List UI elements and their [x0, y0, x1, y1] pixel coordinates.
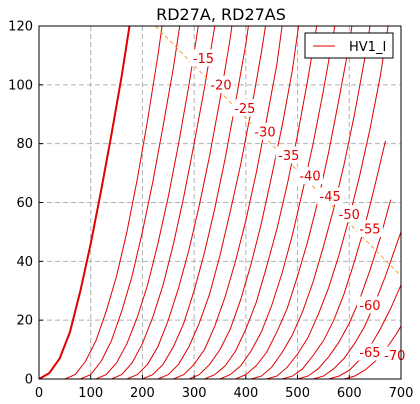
curve-grid-0 [39, 26, 131, 379]
curve-label: -20 [210, 78, 231, 93]
curve-label-background [356, 296, 383, 314]
curve-grid-minus-70 [266, 26, 389, 379]
curve-grid-minus-15 [95, 26, 199, 379]
x-tick-label: 500 [285, 386, 310, 401]
curve-label: -40 [299, 170, 320, 185]
curve-label-background [356, 343, 383, 361]
curve-grid-minus-55 [219, 26, 336, 379]
curve-grid-minus-80 [297, 199, 392, 379]
curve-label-background [190, 49, 217, 67]
curve-label: -30 [254, 125, 275, 140]
curve-label-background [251, 122, 278, 140]
x-tick-label: 300 [182, 386, 207, 401]
curve-label-background [296, 167, 323, 185]
x-tick-label: 700 [389, 386, 414, 401]
y-tick-label: 80 [16, 137, 33, 152]
curve-grid-minus-30 [142, 26, 249, 379]
y-tick-label: 100 [8, 78, 33, 93]
curve-grid-minus-20 [111, 26, 216, 379]
curve-grid-minus-60 [235, 26, 353, 379]
curve-grid-minus-95 [343, 325, 401, 379]
curve-label-background [208, 75, 235, 93]
plate-curves [39, 26, 401, 379]
y-tick-label: 60 [16, 196, 33, 211]
y-tick-label: 0 [25, 373, 33, 388]
curve-label: -25 [234, 102, 255, 117]
curve-grid-minus-10 [80, 26, 181, 379]
curve-label: -50 [339, 208, 360, 223]
curve-label: -60 [359, 299, 380, 314]
x-tick-label: 600 [337, 386, 362, 401]
y-tick-label: 40 [16, 255, 33, 270]
legend: HV1_I [304, 32, 394, 59]
curve-grid-minus-75 [281, 140, 386, 379]
curve-label-background [231, 99, 258, 117]
curve-label: -15 [193, 52, 214, 67]
curve-label-background [317, 187, 344, 205]
curve-label: -65 [359, 346, 380, 361]
curve-grid-minus-65 [250, 26, 371, 379]
x-tick-label: 0 [35, 386, 43, 401]
curve-label: -35 [278, 149, 299, 164]
x-tick-label: 400 [233, 386, 258, 401]
curve-label: -45 [320, 190, 341, 205]
curve-grid-minus-5 [64, 26, 163, 379]
curve-grid-minus-40 [173, 26, 283, 379]
curve-labels: -15 -20-25 -30-35-40-45 -50-55 -60 -65 -70 [190, 49, 408, 364]
legend-entry-label: HV1_I [349, 40, 386, 55]
curve-label: -55 [359, 222, 380, 237]
x-tick-label: 100 [78, 386, 103, 401]
y-tick-label: 120 [8, 20, 33, 35]
y-tick-label: 20 [16, 314, 33, 329]
curve-label: -70 [384, 349, 405, 364]
curve-label-background [356, 219, 383, 237]
curve-grid-minus-50 [204, 26, 318, 379]
chart-title: RD27A, RD27AS [156, 5, 286, 24]
curve-label-background [275, 146, 302, 164]
curve-label-background [336, 205, 363, 223]
curve-grid-minus-85 [312, 231, 401, 379]
curve-grid-minus-45 [188, 26, 300, 379]
x-tick-label: 200 [130, 386, 155, 401]
axis-ticks: 0 100 200 300 400 500 600 700 0 20 40 60 80 100 120 [8, 20, 413, 402]
